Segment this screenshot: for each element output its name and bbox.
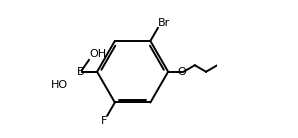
Text: O: O [177,67,186,77]
Text: B: B [77,67,85,77]
Text: Br: Br [158,18,170,28]
Text: F: F [100,116,107,126]
Text: HO: HO [50,80,68,90]
Text: OH: OH [90,49,107,59]
